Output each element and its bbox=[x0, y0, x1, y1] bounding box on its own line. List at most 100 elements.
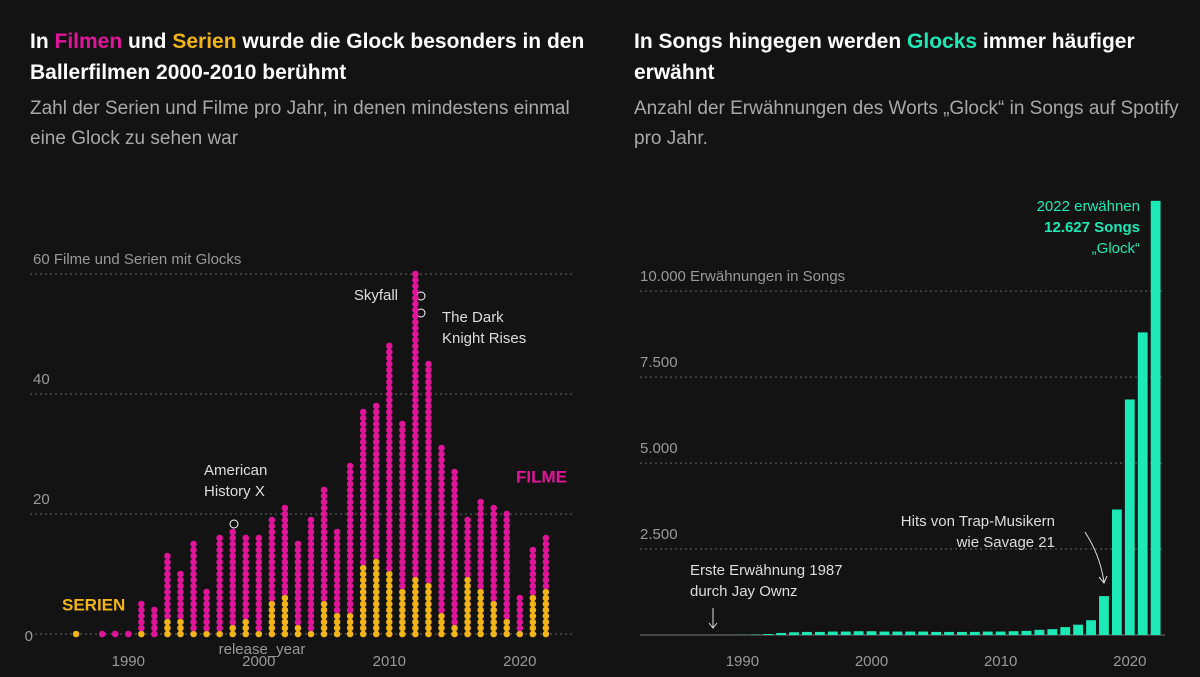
dot bbox=[294, 606, 302, 614]
dot bbox=[190, 624, 197, 632]
dot bbox=[412, 438, 419, 446]
dot bbox=[503, 606, 511, 614]
dot bbox=[164, 570, 171, 578]
dot bbox=[190, 546, 197, 554]
dot bbox=[399, 570, 406, 578]
dot bbox=[281, 630, 289, 638]
dot bbox=[386, 486, 393, 494]
dot bbox=[490, 558, 498, 566]
dot bbox=[255, 618, 263, 626]
dot bbox=[399, 492, 406, 500]
dot bbox=[294, 564, 302, 572]
dot bbox=[490, 576, 498, 584]
dot bbox=[346, 630, 354, 638]
dot bbox=[451, 534, 458, 542]
dot-column bbox=[294, 624, 302, 638]
dot bbox=[490, 594, 498, 602]
dot bbox=[177, 630, 184, 638]
dot bbox=[412, 600, 419, 608]
dot bbox=[281, 528, 289, 536]
dot bbox=[399, 480, 406, 488]
dot bbox=[412, 612, 419, 620]
dot bbox=[268, 618, 276, 626]
dot bbox=[451, 564, 458, 572]
dot bbox=[464, 618, 471, 626]
dot bbox=[490, 618, 498, 626]
dot bbox=[490, 534, 498, 542]
dot bbox=[477, 624, 484, 632]
dot bbox=[151, 624, 158, 632]
dot bbox=[438, 450, 445, 458]
dot bbox=[281, 552, 289, 560]
dot-column bbox=[268, 600, 276, 638]
dot bbox=[242, 600, 250, 608]
dot bbox=[438, 468, 445, 476]
dot bbox=[281, 600, 289, 608]
dot bbox=[320, 594, 328, 602]
dot bbox=[281, 504, 289, 512]
dot bbox=[268, 600, 276, 608]
dot bbox=[138, 606, 145, 614]
dot bbox=[451, 612, 458, 620]
dot bbox=[386, 438, 393, 446]
dot bbox=[386, 366, 393, 374]
dot bbox=[464, 630, 471, 638]
dot bbox=[359, 600, 367, 608]
dot-column bbox=[477, 498, 484, 590]
dot-column bbox=[98, 630, 106, 638]
dot bbox=[177, 624, 184, 632]
dot bbox=[359, 570, 367, 578]
dot bbox=[464, 528, 471, 536]
dot-column bbox=[281, 594, 289, 638]
dot bbox=[490, 582, 498, 590]
dot bbox=[399, 618, 406, 626]
dot bbox=[425, 552, 432, 560]
dot bbox=[307, 576, 315, 584]
dot bbox=[386, 564, 393, 572]
dot bbox=[451, 516, 458, 524]
dot bbox=[412, 276, 419, 284]
dot bbox=[425, 372, 432, 380]
dot bbox=[438, 486, 445, 494]
dot bbox=[372, 516, 380, 524]
annotation: Erste Erwähnung 1987 bbox=[690, 562, 843, 579]
dot bbox=[177, 618, 184, 626]
bar bbox=[1150, 200, 1161, 636]
dot-column bbox=[516, 594, 524, 632]
x-tick-label: 1990 bbox=[112, 653, 145, 670]
dot bbox=[229, 546, 236, 554]
dot bbox=[242, 570, 250, 578]
dot bbox=[333, 528, 341, 536]
dot bbox=[372, 558, 380, 566]
dot bbox=[372, 522, 380, 530]
dot bbox=[386, 612, 393, 620]
dot bbox=[294, 546, 302, 554]
dot bbox=[412, 294, 419, 302]
dot bbox=[359, 444, 367, 452]
dot bbox=[412, 546, 419, 554]
dot bbox=[386, 462, 393, 470]
dot bbox=[307, 534, 315, 542]
dot bbox=[216, 570, 223, 578]
dot bbox=[346, 606, 354, 614]
dot bbox=[412, 552, 419, 560]
dot bbox=[281, 510, 289, 518]
dot bbox=[503, 534, 511, 542]
dot bbox=[281, 612, 289, 620]
dot bbox=[503, 570, 511, 578]
dot bbox=[281, 588, 289, 596]
dot bbox=[346, 528, 354, 536]
dot bbox=[268, 558, 276, 566]
dot bbox=[386, 354, 393, 362]
dot-column bbox=[412, 270, 419, 578]
dot bbox=[412, 450, 419, 458]
dot bbox=[190, 540, 197, 548]
highlight-dot bbox=[416, 308, 426, 318]
dot bbox=[268, 528, 276, 536]
bar bbox=[1008, 631, 1019, 635]
dot bbox=[177, 576, 184, 584]
dot bbox=[412, 408, 419, 416]
dot bbox=[359, 420, 367, 428]
dot bbox=[346, 522, 354, 530]
dot bbox=[372, 552, 380, 560]
